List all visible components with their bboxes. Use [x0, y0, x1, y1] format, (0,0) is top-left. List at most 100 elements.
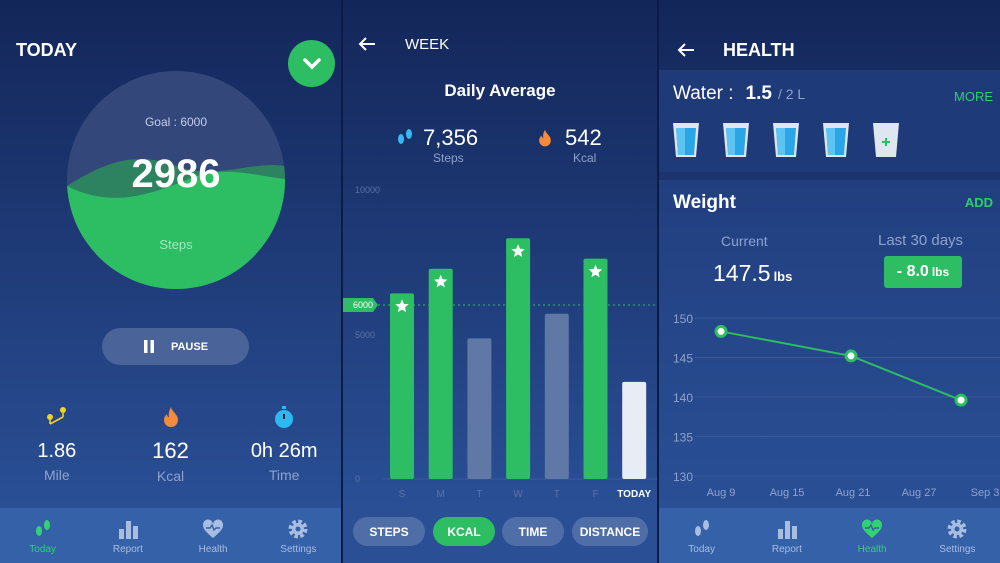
- pause-button[interactable]: PAUSE: [102, 328, 249, 365]
- stopwatch-icon: [275, 406, 294, 428]
- back-arrow-icon[interactable]: [358, 36, 376, 52]
- water-glass-icon[interactable]: [672, 122, 700, 158]
- y-tick-label: 145: [673, 352, 693, 366]
- bar-chart-icon: [777, 520, 797, 539]
- nav-today[interactable]: Today: [0, 508, 85, 563]
- steps-progress-circle: [67, 71, 285, 289]
- y-tick-label: 10000: [355, 185, 380, 195]
- nav-label: Health: [857, 543, 887, 555]
- nav-health[interactable]: Health: [171, 508, 256, 563]
- y-tick-label: 135: [673, 431, 693, 445]
- check-button[interactable]: [288, 40, 335, 87]
- stat-value: 0h 26m: [250, 440, 318, 462]
- page-title: HEALTH: [723, 40, 795, 60]
- nav-today[interactable]: Today: [659, 508, 744, 563]
- last30-unit: lbs: [931, 265, 950, 279]
- health-panel: HEALTH Water : 1.5 / 2 L MORE Weight ADD…: [659, 0, 1000, 563]
- nav-label: Settings: [939, 543, 976, 555]
- back-arrow-icon[interactable]: [677, 42, 695, 58]
- bar: [583, 258, 608, 479]
- nav-label: Health: [198, 543, 228, 555]
- y-tick-label: 140: [673, 391, 693, 405]
- avg-steps-label: Steps: [433, 151, 464, 165]
- bar: [428, 268, 453, 479]
- x-tick-label: W: [513, 489, 523, 500]
- water-glass-icon[interactable]: [822, 122, 850, 158]
- x-tick-label: F: [592, 489, 598, 500]
- steps-label: Steps: [159, 237, 193, 252]
- x-tick-label: TODAY: [617, 489, 651, 500]
- nav-report[interactable]: Report: [744, 508, 829, 563]
- y-tick-label: 5000: [355, 330, 375, 340]
- stat-value: 1.86: [37, 440, 77, 462]
- nav-report[interactable]: Report: [85, 508, 170, 563]
- today-panel: TODAY Goal : 6000 2986 Steps PAUSE 1.86 …: [0, 0, 341, 563]
- weight-title: Weight: [673, 192, 736, 213]
- gear-icon: [288, 519, 308, 538]
- x-tick-label: Aug 27: [902, 487, 937, 499]
- more-link[interactable]: MORE: [954, 89, 993, 104]
- x-tick-label: Aug 9: [707, 487, 736, 499]
- bottom-nav: Today Report Health Settings: [0, 508, 341, 563]
- weight-card: [659, 180, 1000, 508]
- tab-distance[interactable]: DISTANCE: [572, 517, 648, 546]
- footsteps-icon: [35, 519, 50, 536]
- avg-steps-value: 7,356: [423, 125, 479, 150]
- tab-steps[interactable]: STEPS: [353, 517, 425, 546]
- data-point: [844, 349, 858, 363]
- avg-kcal-label: Kcal: [573, 151, 597, 165]
- y-tick-label: 0: [355, 474, 360, 484]
- last30-value: - 8.0: [896, 263, 929, 280]
- nav-settings[interactable]: Settings: [915, 508, 1000, 563]
- nav-label: Today: [688, 543, 715, 555]
- add-water-icon[interactable]: [872, 122, 900, 158]
- current-unit: lbs: [773, 269, 793, 284]
- flame-icon: [539, 129, 551, 147]
- star-icon: [588, 264, 603, 278]
- nav-label: Settings: [280, 543, 317, 555]
- bar: [390, 293, 414, 479]
- water-glass-icon[interactable]: [722, 122, 750, 158]
- nav-health[interactable]: Health: [830, 508, 915, 563]
- water-glasses: [672, 122, 900, 158]
- bar: [506, 238, 531, 479]
- bar-chart-icon: [118, 520, 138, 539]
- x-tick-label: M: [437, 489, 445, 500]
- page-title: TODAY: [16, 40, 78, 60]
- water-summary: Water : 1.5 / 2 L: [673, 83, 805, 105]
- heart-pulse-icon: [203, 518, 224, 538]
- weekly-bar-chart: 0 5000 10000 6000 S M T W T F TODAY: [343, 185, 657, 500]
- stat-value: 162: [152, 438, 189, 463]
- stat-time: 0h 26m Time: [227, 405, 341, 484]
- last30-label: Last 30 days: [878, 232, 964, 249]
- water-glass-icon[interactable]: [772, 122, 800, 158]
- stat-label: Time: [268, 467, 300, 483]
- water-value: 1.5: [745, 83, 772, 104]
- week-panel: WEEK Daily Average 7,356 Steps 542 Kcal …: [343, 0, 657, 563]
- flame-icon: [163, 407, 178, 427]
- y-tick-label: 130: [673, 470, 693, 484]
- water-label: Water :: [673, 83, 734, 104]
- weight-line: [720, 330, 962, 402]
- nav-settings[interactable]: Settings: [256, 508, 341, 563]
- tab-kcal[interactable]: KCAL: [433, 517, 495, 546]
- stat-distance: 1.86 Mile: [0, 405, 114, 484]
- x-tick-label: S: [399, 489, 406, 500]
- map-route-icon: [46, 407, 66, 425]
- tab-time[interactable]: TIME: [502, 517, 564, 546]
- water-goal: / 2 L: [777, 86, 806, 102]
- data-point: [954, 393, 968, 407]
- footsteps-icon: [398, 129, 412, 144]
- y-tick-label: 150: [673, 312, 693, 326]
- chevron-down-icon: [302, 57, 321, 69]
- weight-line-chart: 150 145 140 135 130 Aug 9 Aug 15 Aug 21 Aug 27 Se…: [673, 312, 1000, 499]
- stats-row: 1.86 Mile 162 Kcal 0h 26m Time: [0, 405, 341, 484]
- page-title: WEEK: [405, 36, 450, 53]
- add-weight-button[interactable]: ADD: [964, 195, 993, 210]
- daily-average-title: Daily Average: [444, 81, 556, 100]
- pause-icon: [143, 340, 154, 353]
- bottom-nav: Today Report Health Settings: [659, 508, 1000, 563]
- avg-kcal-value: 542: [565, 125, 602, 150]
- data-point: [714, 324, 728, 338]
- avg-steps: 7,356: [395, 125, 478, 151]
